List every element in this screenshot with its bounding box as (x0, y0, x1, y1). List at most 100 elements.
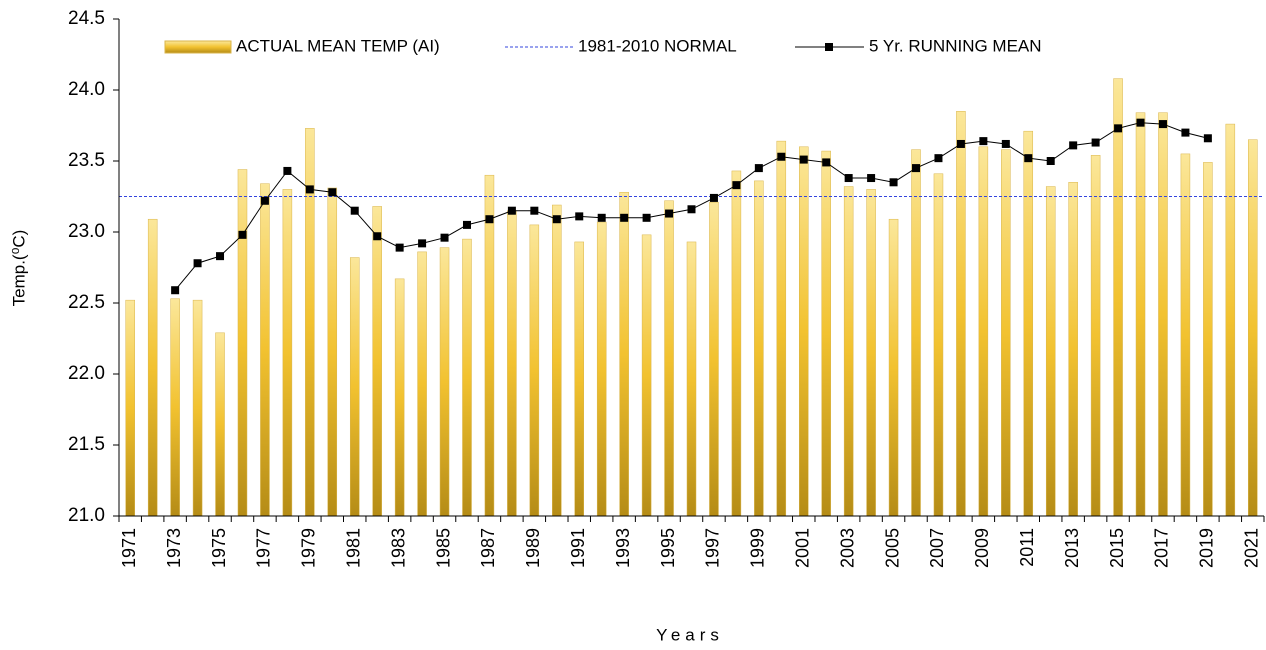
y-tick-label: 24.5 (68, 8, 105, 29)
marker (799, 155, 808, 164)
marker (956, 139, 965, 148)
bar (439, 247, 450, 517)
x-tick-label: 1995 (658, 528, 678, 568)
x-tick-label: 2005 (882, 528, 902, 568)
marker (1046, 157, 1055, 165)
marker (665, 209, 674, 218)
marker (620, 213, 629, 222)
x-tick-label: 2013 (1062, 528, 1082, 568)
x-tick-label: 1993 (613, 528, 633, 568)
bar (619, 191, 629, 517)
bar (911, 149, 921, 517)
marker (395, 243, 404, 252)
x-tick-label: 1975 (209, 528, 229, 568)
marker (350, 206, 359, 215)
marker (575, 212, 584, 221)
bar (1225, 123, 1236, 517)
bar (1158, 112, 1168, 517)
bar (641, 234, 652, 517)
bar (192, 299, 203, 517)
bar (664, 200, 674, 517)
y-tick-label: 21.5 (68, 434, 105, 455)
bar (394, 278, 405, 517)
bar (1180, 153, 1191, 517)
marker (1136, 118, 1145, 127)
bar (933, 173, 944, 517)
marker (687, 205, 696, 214)
bar (260, 183, 270, 517)
x-tick-label: 1971 (119, 528, 139, 568)
bar (170, 298, 180, 517)
y-tick-label: 22.5 (68, 292, 105, 313)
y-tick-label: 21.0 (68, 505, 105, 526)
x-tick-label: 1979 (299, 528, 319, 568)
marker (709, 193, 718, 202)
marker (934, 154, 943, 163)
marker (1203, 134, 1212, 143)
x-axis-label: Years (656, 625, 724, 644)
bar (709, 201, 719, 517)
marker (979, 137, 988, 146)
bar (956, 111, 966, 517)
x-tick-label: 1983 (388, 528, 408, 568)
bar (349, 257, 360, 517)
marker (912, 164, 921, 173)
bar (147, 218, 158, 517)
x-tick-label: 2017 (1152, 528, 1172, 568)
bar (215, 332, 225, 517)
marker (642, 213, 651, 222)
x-tick-label: 2015 (1107, 528, 1127, 568)
marker (1091, 138, 1100, 147)
marker (822, 158, 831, 167)
marker (1069, 141, 1078, 150)
marker (485, 215, 494, 224)
bar (754, 180, 764, 517)
x-tick-label: 2011 (1017, 528, 1037, 567)
bar (1203, 162, 1213, 517)
bar (372, 206, 382, 517)
marker (530, 206, 539, 215)
bar (462, 238, 472, 517)
x-tick-label: 2003 (837, 528, 857, 568)
bar (327, 187, 338, 517)
bar (776, 140, 787, 517)
marker (283, 166, 292, 175)
bar (596, 221, 607, 517)
bar (282, 189, 293, 517)
marker (418, 239, 427, 248)
marker (373, 232, 382, 241)
bar (1090, 155, 1101, 517)
x-tick-label: 1989 (523, 528, 543, 568)
bar (417, 251, 427, 517)
legend-swatch (164, 40, 232, 54)
marker (1181, 128, 1190, 137)
marker (507, 206, 516, 215)
marker (260, 196, 269, 205)
marker (462, 220, 471, 229)
marker (216, 252, 225, 261)
legend-label: 5 Yr. RUNNING MEAN (869, 36, 1042, 55)
x-tick-label: 1987 (478, 528, 498, 568)
y-tick-label: 23.5 (68, 150, 105, 171)
marker (754, 164, 763, 173)
marker (552, 215, 561, 224)
bar (1068, 182, 1078, 517)
marker (171, 286, 180, 295)
y-axis-label: Temp.(⁰C) (9, 230, 28, 307)
y-tick-label: 23.0 (68, 221, 105, 242)
bar (1113, 78, 1123, 517)
bar (484, 174, 495, 517)
bar (529, 224, 540, 517)
x-tick-label: 1981 (343, 528, 363, 568)
x-tick-label: 1977 (254, 528, 274, 568)
bar (1023, 130, 1034, 517)
bar (731, 170, 742, 517)
bar (125, 299, 135, 517)
marker (732, 181, 741, 190)
x-tick-label: 1997 (703, 528, 723, 568)
marker (440, 233, 449, 242)
bar (1001, 149, 1011, 517)
bar (843, 186, 854, 517)
marker (1024, 154, 1033, 163)
